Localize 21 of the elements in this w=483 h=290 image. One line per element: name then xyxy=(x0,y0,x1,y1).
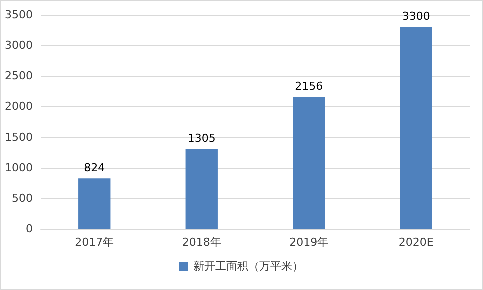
y-tick-label: 1000 xyxy=(5,161,33,174)
y-tick-label: 2500 xyxy=(5,70,33,83)
y-tick-label: 2000 xyxy=(5,100,33,114)
bar xyxy=(186,149,218,229)
data-label: 2156 xyxy=(295,80,324,94)
x-tick-label: 2018年 xyxy=(182,236,222,249)
x-tick-label: 2019年 xyxy=(290,236,329,249)
data-label: 1305 xyxy=(188,132,216,146)
y-tick-label: 3000 xyxy=(5,39,33,52)
x-tick-label: 2020E xyxy=(398,236,434,249)
legend-label: 新开工面积（万平米） xyxy=(194,260,304,273)
bar xyxy=(400,27,432,229)
y-tick-label: 0 xyxy=(26,222,33,236)
x-tick-label: 2017年 xyxy=(75,236,114,249)
data-label: 824 xyxy=(84,162,106,175)
y-tick-label: 500 xyxy=(12,192,33,205)
bar xyxy=(78,178,111,229)
y-tick-label: 1500 xyxy=(5,130,33,144)
y-tick-label: 3500 xyxy=(5,8,33,22)
bar xyxy=(293,97,326,229)
data-label: 3300 xyxy=(402,10,430,24)
